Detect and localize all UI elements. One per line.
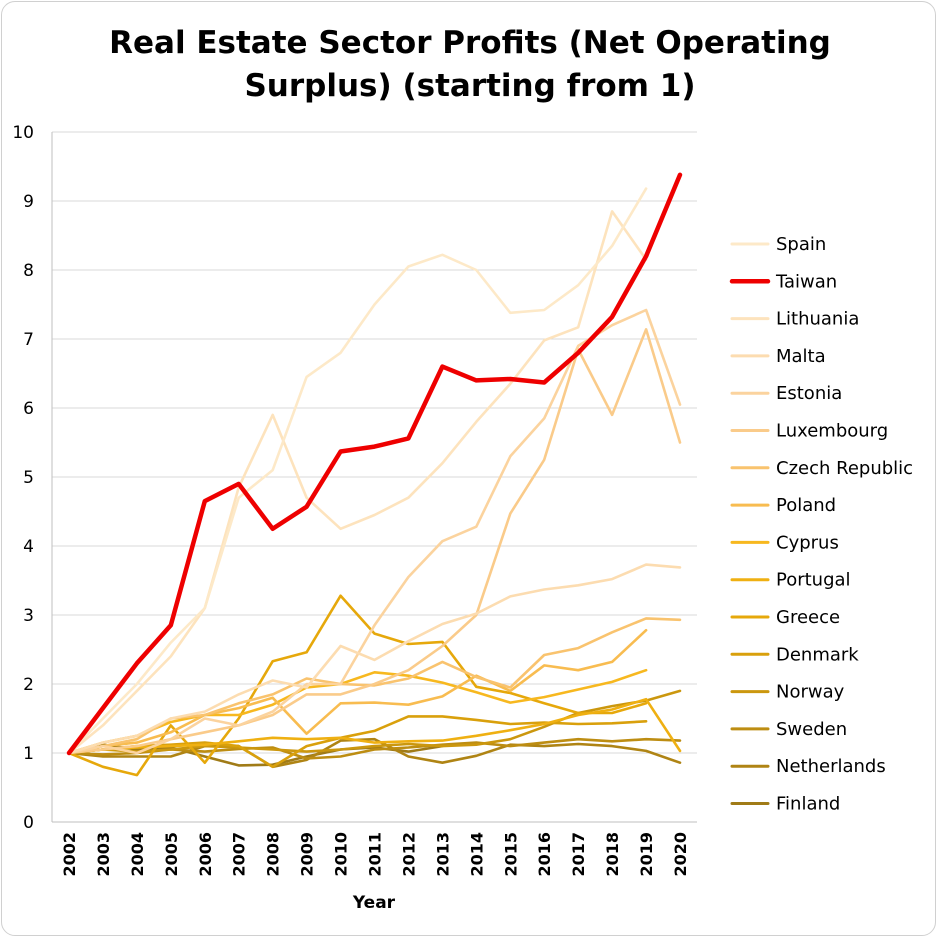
series-lines: [66, 172, 683, 777]
legend-label: Spain: [776, 234, 826, 255]
y-tick-label: 7: [23, 330, 34, 350]
x-tick-label: 2020: [671, 832, 690, 877]
x-tick-label: 2018: [603, 832, 622, 877]
y-tick-label: 5: [23, 468, 34, 488]
series-line-lithuania: [67, 210, 648, 755]
legend-label: Portugal: [776, 570, 851, 591]
legend-label: Norway: [776, 682, 845, 703]
y-tick-label: 4: [23, 537, 34, 557]
series-line-cyprus: [67, 668, 648, 755]
legend-label: Sweden: [776, 719, 847, 740]
x-axis-title: Year: [352, 893, 396, 913]
y-tick-label: 1: [23, 744, 34, 764]
legend-label: Estonia: [776, 383, 842, 404]
chart-title: Real Estate Sector Profits (Net Operatin…: [109, 25, 831, 104]
series-line-netherlands: [67, 737, 682, 769]
series-line-spain: [67, 187, 648, 755]
x-tick-label: 2011: [366, 832, 385, 877]
gridlines: [52, 131, 697, 823]
x-tick-label: 2004: [128, 832, 147, 877]
x-tick-label: 2005: [162, 832, 181, 877]
y-tick-label: 9: [23, 192, 34, 212]
legend-label: Cyprus: [776, 532, 839, 553]
x-tick-label: 2003: [94, 832, 113, 877]
x-tick-label: 2014: [467, 832, 486, 877]
y-tick-label: 2: [23, 675, 34, 695]
y-tick-label: 3: [23, 606, 34, 626]
legend-label: Poland: [776, 495, 836, 516]
x-tick-label: 2006: [196, 832, 215, 877]
axes: 0 1 2 3 4 5 6 7 8 9 10 2002 2003 2004 2005 2006 2007 2008…: [12, 123, 697, 877]
legend-label: Malta: [776, 346, 826, 367]
legend-label: Czech Republic: [776, 458, 913, 479]
series-line-taiwan: [66, 172, 683, 756]
series-line-portugal: [67, 697, 682, 755]
legend-label: Lithuania: [776, 309, 859, 330]
x-tick-label: 2002: [60, 832, 79, 877]
x-tick-label: 2009: [298, 832, 317, 877]
x-tick-label: 2010: [332, 832, 351, 877]
x-tick-label: 2008: [264, 832, 283, 877]
x-tick-label: 2012: [399, 832, 418, 877]
legend-label: Finland: [776, 794, 840, 815]
x-tick-label: 2015: [501, 832, 520, 877]
legend-label: Luxembourg: [776, 421, 888, 442]
series-line-estonia: [67, 308, 682, 755]
legend-label: Greece: [776, 607, 840, 628]
x-tick-label: 2007: [230, 832, 249, 877]
legend-label: Netherlands: [776, 756, 886, 777]
series-line-malta: [67, 563, 682, 755]
series-line-poland: [67, 628, 648, 755]
y-tick-label: 6: [23, 399, 34, 419]
x-tick-label: 2017: [569, 832, 588, 877]
y-tick-label: 0: [23, 813, 34, 833]
x-tick-label: 2013: [433, 832, 452, 877]
x-tick-label: 2016: [535, 832, 554, 877]
y-tick-label: 10: [12, 123, 34, 143]
legend-label: Taiwan: [775, 271, 837, 292]
legend: Spain Taiwan Lithuania Malta Estonia Luxembou…: [729, 234, 913, 815]
series-line-luxembourg: [67, 328, 682, 755]
x-tick-label: 2019: [637, 832, 656, 877]
y-tick-label: 8: [23, 261, 34, 281]
legend-label: Denmark: [776, 644, 859, 665]
